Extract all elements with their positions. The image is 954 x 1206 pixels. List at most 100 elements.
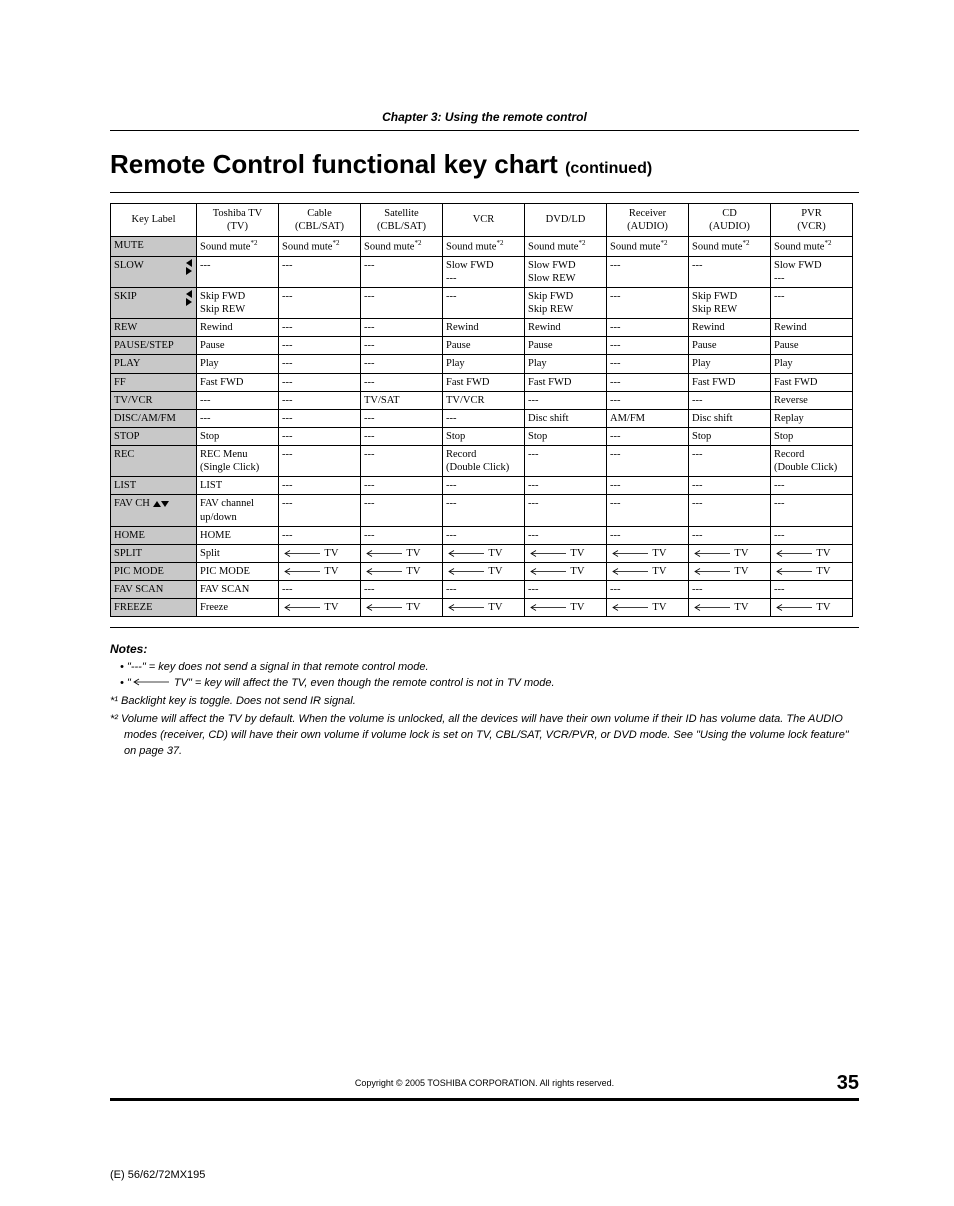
data-cell: TV — [525, 562, 607, 580]
key-label-cell: PIC MODE — [111, 562, 197, 580]
footnote-2: *² Volume will affect the TV by default.… — [110, 712, 859, 760]
column-header: DVD/LD — [525, 204, 607, 237]
page-title: Remote Control functional key chart (con… — [110, 149, 859, 180]
data-cell: --- — [361, 319, 443, 337]
data-cell: TV — [689, 599, 771, 617]
data-cell: HOME — [197, 526, 279, 544]
data-cell: TV — [607, 544, 689, 562]
chapter-heading: Chapter 3: Using the remote control — [110, 110, 859, 124]
data-cell: --- — [525, 446, 607, 477]
data-cell: --- — [607, 287, 689, 318]
key-label-cell: FREEZE — [111, 599, 197, 617]
data-cell: TV — [607, 562, 689, 580]
data-cell: --- — [361, 427, 443, 445]
data-cell: Sound mute*2 — [443, 237, 525, 257]
data-cell: Stop — [525, 427, 607, 445]
data-cell: --- — [279, 581, 361, 599]
notes-section: Notes: "---" = key does not send a signa… — [110, 642, 859, 760]
data-cell: TV — [771, 562, 853, 580]
data-cell: Fast FWD — [525, 373, 607, 391]
data-cell: Sound mute*2 — [525, 237, 607, 257]
data-cell: Replay — [771, 409, 853, 427]
data-cell: --- — [361, 373, 443, 391]
data-cell: Rewind — [689, 319, 771, 337]
data-cell: --- — [197, 409, 279, 427]
data-cell: Sound mute*2 — [279, 237, 361, 257]
data-cell: Play — [771, 355, 853, 373]
data-cell: --- — [279, 337, 361, 355]
key-label-cell: HOME — [111, 526, 197, 544]
data-cell: Rewind — [443, 319, 525, 337]
data-cell: Sound mute*2 — [361, 237, 443, 257]
table-row: FREEZEFreeze TV TV TV TV TV TV TV — [111, 599, 853, 617]
title-main: Remote Control functional key chart — [110, 149, 558, 179]
data-cell: Sound mute*2 — [689, 237, 771, 257]
key-label-cell: FAV CH — [111, 495, 197, 526]
data-cell: --- — [689, 256, 771, 287]
data-cell: LIST — [197, 477, 279, 495]
data-cell: Rewind — [525, 319, 607, 337]
table-row: MUTESound mute*2Sound mute*2Sound mute*2… — [111, 237, 853, 257]
footer-rule — [110, 1098, 859, 1101]
column-header: PVR(VCR) — [771, 204, 853, 237]
data-cell: TV — [361, 562, 443, 580]
data-cell: --- — [361, 581, 443, 599]
data-cell: TV — [771, 599, 853, 617]
data-cell: Play — [443, 355, 525, 373]
table-row: SPLITSplit TV TV TV TV TV TV TV — [111, 544, 853, 562]
data-cell: --- — [443, 477, 525, 495]
data-cell: --- — [443, 287, 525, 318]
key-label-cell: LIST — [111, 477, 197, 495]
data-cell: Stop — [443, 427, 525, 445]
key-label-cell: DISC/AM/FM — [111, 409, 197, 427]
data-cell: TV — [771, 544, 853, 562]
data-cell: --- — [279, 427, 361, 445]
data-cell: Stop — [197, 427, 279, 445]
data-cell: Reverse — [771, 391, 853, 409]
data-cell: --- — [443, 581, 525, 599]
data-cell: --- — [607, 391, 689, 409]
data-cell: TV — [689, 544, 771, 562]
data-cell: Play — [525, 355, 607, 373]
data-cell: Fast FWD — [771, 373, 853, 391]
data-cell: --- — [689, 495, 771, 526]
data-cell: --- — [607, 526, 689, 544]
key-label-cell: TV/VCR — [111, 391, 197, 409]
data-cell: --- — [607, 427, 689, 445]
table-row: FFFast FWD------Fast FWDFast FWD---Fast … — [111, 373, 853, 391]
table-row: REWRewind------RewindRewind---RewindRewi… — [111, 319, 853, 337]
column-header: Cable(CBL/SAT) — [279, 204, 361, 237]
top-rule — [110, 130, 859, 131]
table-row: RECREC Menu(Single Click)------Record(Do… — [111, 446, 853, 477]
model-code: (E) 56/62/72MX195 — [110, 1169, 205, 1181]
data-cell: Slow FWD--- — [443, 256, 525, 287]
data-cell: --- — [279, 319, 361, 337]
data-cell: Fast FWD — [689, 373, 771, 391]
title-continued: (continued) — [565, 160, 652, 177]
data-cell: REC Menu(Single Click) — [197, 446, 279, 477]
data-cell: --- — [771, 477, 853, 495]
table-row: DISC/AM/FM------------Disc shiftAM/FMDis… — [111, 409, 853, 427]
data-cell: TV — [279, 562, 361, 580]
column-header: Receiver(AUDIO) — [607, 204, 689, 237]
data-cell: Skip FWDSkip REW — [525, 287, 607, 318]
data-cell: --- — [689, 477, 771, 495]
data-cell: --- — [607, 337, 689, 355]
data-cell: FAV channelup/down — [197, 495, 279, 526]
data-cell: --- — [279, 409, 361, 427]
table-header: Key LabelToshiba TV(TV)Cable(CBL/SAT)Sat… — [111, 204, 853, 237]
data-cell: --- — [607, 446, 689, 477]
data-cell: TV — [443, 599, 525, 617]
table-row: STOPStop------StopStop---StopStop — [111, 427, 853, 445]
column-header: Toshiba TV(TV) — [197, 204, 279, 237]
data-cell: Stop — [689, 427, 771, 445]
data-cell: --- — [279, 526, 361, 544]
data-cell: --- — [607, 495, 689, 526]
data-cell: Pause — [771, 337, 853, 355]
data-cell: Sound mute*2 — [607, 237, 689, 257]
data-cell: Play — [689, 355, 771, 373]
footnote-1: *¹ Backlight key is toggle. Does not sen… — [110, 694, 859, 710]
table-row: TV/VCR------TV/SATTV/VCR---------Reverse — [111, 391, 853, 409]
data-cell: --- — [607, 581, 689, 599]
data-cell: --- — [361, 477, 443, 495]
